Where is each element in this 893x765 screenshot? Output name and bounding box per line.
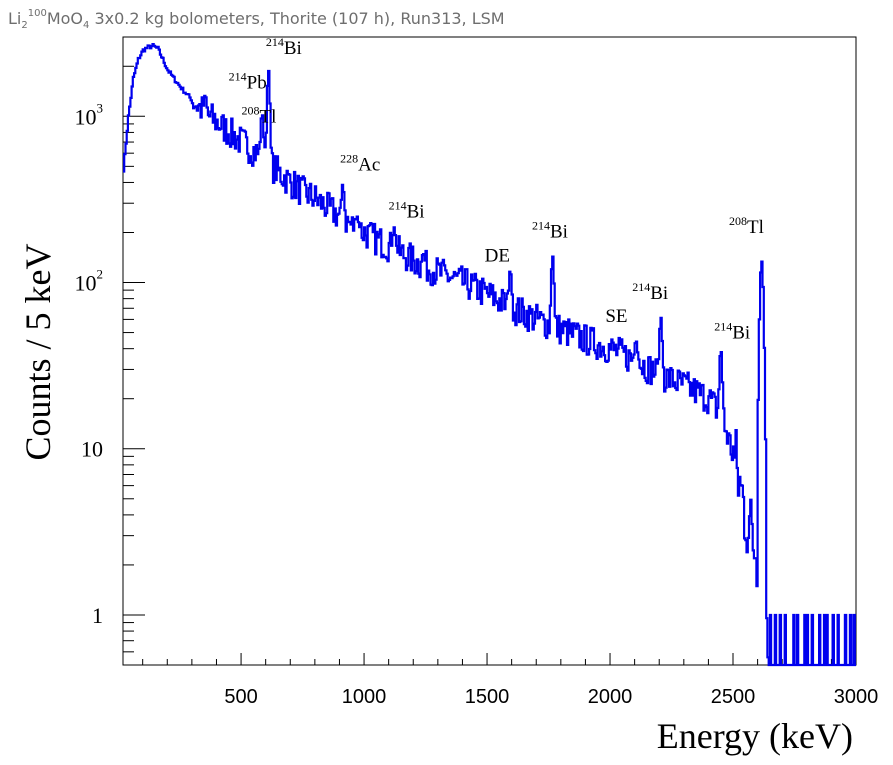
x-tick-label: 1500 (465, 686, 510, 708)
annotation-bi214c: 214Bi (532, 219, 568, 243)
annotation-tl208b: 208Tl (729, 214, 764, 238)
annotation-de: DE (485, 245, 510, 266)
y-tick-label: 102 (75, 267, 104, 296)
annotation-tl208a: 208Tl (242, 104, 277, 128)
annotation-se: SE (605, 306, 627, 327)
chart-title: Li2100MoO4 3x0.2 kg bolometers, Thorite … (8, 8, 505, 31)
x-axis-ticks: 500 1000 1500 2000 2500 3000 (142, 653, 879, 708)
plot-frame (122, 36, 857, 666)
y-tick-label: 10 (81, 437, 103, 462)
y-tick-label: 103 (75, 100, 104, 129)
x-tick-label: 2000 (588, 686, 633, 708)
annotation-bi214e: 214Bi (714, 320, 750, 344)
y-axis-ticks: 1 10 102 103 (75, 36, 145, 666)
x-tick-label: 3000 (834, 686, 879, 708)
x-axis-label: Energy (keV) (657, 716, 853, 756)
y-axis-label: Counts / 5 keV (18, 243, 58, 460)
annotation-bi214b: 214Bi (389, 198, 425, 222)
x-tick-label: 2500 (711, 686, 756, 708)
x-tick-label: 500 (224, 686, 257, 708)
peak-annotations: 214Pb208Tl214Bi228Ac214BiDE214BiSE214Bi2… (229, 35, 764, 344)
annotation-pb214: 214Pb (229, 70, 267, 94)
annotation-bi214a: 214Bi (266, 35, 302, 59)
annotation-bi214d: 214Bi (632, 280, 668, 304)
spectrum-line (123, 43, 856, 667)
annotation-ac228: 228Ac (340, 151, 380, 175)
x-tick-label: 1000 (342, 686, 387, 708)
y-tick-label: 1 (92, 603, 103, 628)
